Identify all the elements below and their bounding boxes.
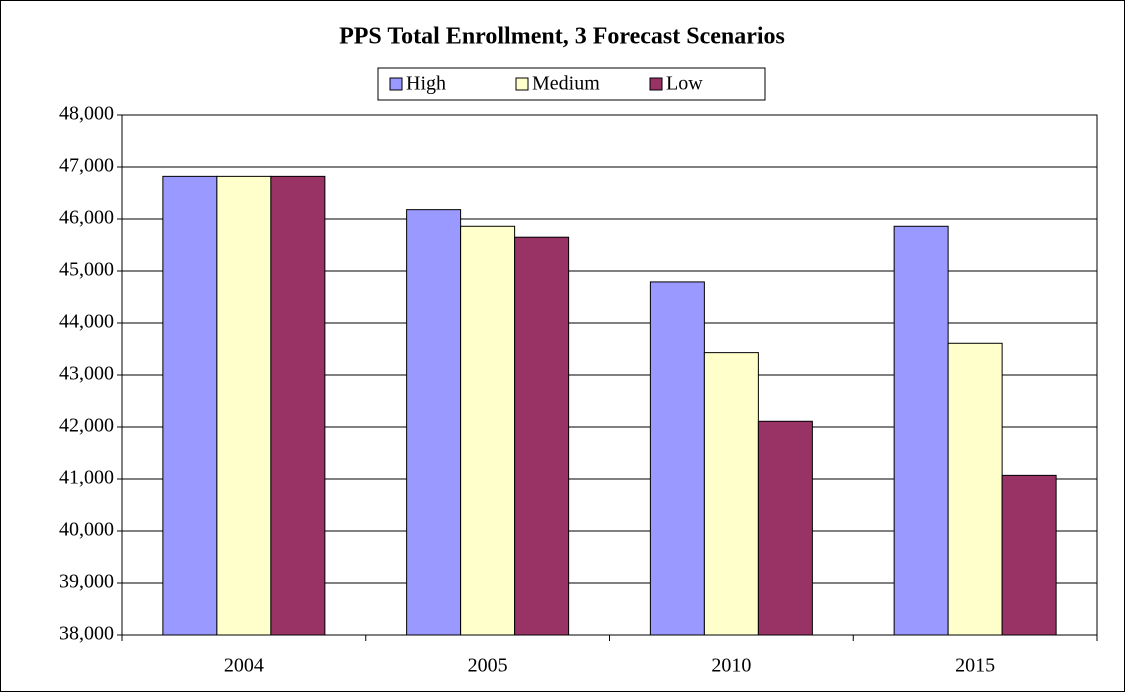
x-tick-label: 2015 bbox=[955, 655, 995, 677]
y-tick-label: 38,000 bbox=[59, 623, 114, 645]
y-tick-label: 43,000 bbox=[59, 363, 114, 385]
y-tick-label: 44,000 bbox=[59, 311, 114, 333]
y-tick-label: 47,000 bbox=[59, 155, 114, 177]
legend-swatch bbox=[389, 77, 403, 91]
chart-title: PPS Total Enrollment, 3 Forecast Scenari… bbox=[339, 24, 785, 50]
bar bbox=[703, 352, 759, 636]
bar bbox=[406, 209, 462, 636]
bar bbox=[893, 225, 949, 636]
bar bbox=[270, 175, 326, 636]
x-tick-label: 2004 bbox=[224, 655, 264, 677]
bar bbox=[649, 281, 705, 636]
y-tick-label: 42,000 bbox=[59, 415, 114, 437]
y-tick-label: 41,000 bbox=[59, 467, 114, 489]
x-tick-label: 2005 bbox=[468, 655, 508, 677]
legend-swatch bbox=[515, 77, 529, 91]
bar bbox=[216, 175, 272, 636]
legend-box bbox=[377, 67, 766, 101]
legend-label: Medium bbox=[532, 73, 600, 95]
bar bbox=[460, 225, 516, 636]
y-tick-label: 45,000 bbox=[59, 259, 114, 281]
x-tick-label: 2010 bbox=[711, 655, 751, 677]
bar bbox=[1001, 474, 1057, 636]
y-tick-label: 48,000 bbox=[59, 103, 114, 125]
bar bbox=[514, 236, 570, 636]
bar bbox=[162, 175, 218, 636]
bar bbox=[757, 420, 813, 636]
y-tick-label: 46,000 bbox=[59, 207, 114, 229]
legend-label: Low bbox=[666, 73, 703, 95]
y-tick-label: 39,000 bbox=[59, 571, 114, 593]
bar bbox=[947, 342, 1003, 636]
legend-label: High bbox=[406, 73, 446, 95]
y-tick-label: 40,000 bbox=[59, 519, 114, 541]
legend-swatch bbox=[649, 77, 663, 91]
